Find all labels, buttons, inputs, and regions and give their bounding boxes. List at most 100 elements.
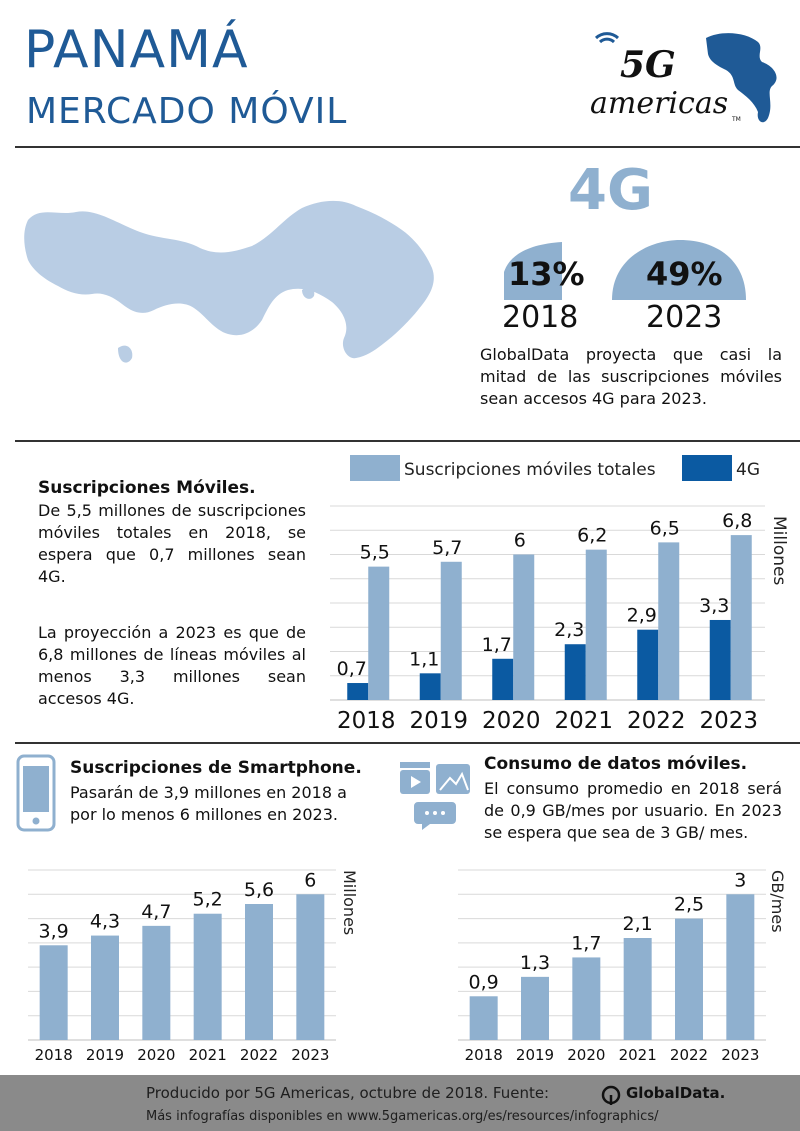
bar-total: [440, 561, 462, 700]
x-tick-label: 2020: [567, 1046, 605, 1064]
data-label: 4,3: [90, 911, 120, 933]
bar-4g: [709, 619, 731, 700]
x-tick-label: 2020: [137, 1046, 175, 1064]
data-label-total: 6,2: [577, 525, 607, 547]
subscriptions-paragraph-1: De 5,5 millones de suscripciones móviles…: [38, 501, 306, 586]
bar-total: [513, 554, 535, 700]
subscriptions-chart: Suscripciones móviles totales 4G Millones 0…: [330, 455, 789, 734]
bar: [296, 894, 325, 1040]
x-tick-label: 2020: [482, 708, 541, 734]
subscriptions-paragraph-2: La proyección a 2023 es que de 6,8 millo…: [38, 623, 306, 708]
data-label: 6: [304, 869, 316, 891]
data-label-4g: 2,3: [554, 619, 584, 641]
footer: Producido por 5G Americas, octubre de 20…: [0, 1075, 800, 1131]
data-label-total: 6: [514, 530, 526, 552]
bar: [469, 996, 498, 1040]
data-label: 5,6: [244, 879, 274, 901]
x-tick-label: 2019: [86, 1046, 124, 1064]
bar: [521, 976, 549, 1040]
x-tick-label: 2023: [699, 708, 758, 734]
bar: [675, 918, 703, 1040]
data-label: 1,7: [571, 932, 601, 954]
data-consumption-title: Consumo de datos móviles.: [484, 754, 748, 774]
4g-2023-year: 2023: [646, 300, 723, 335]
4g-description: GlobalData proyecta que casi la mitad de…: [480, 345, 782, 408]
panama-map-icon: [24, 200, 434, 363]
data-label: 0,9: [469, 971, 499, 993]
data-label: 2,5: [674, 894, 704, 916]
x-tick-label: 2018: [337, 708, 396, 734]
page-title: PANAMÁ: [24, 20, 249, 80]
data-label: 3,9: [39, 920, 69, 942]
media-icon: [400, 762, 470, 830]
smartphone-icon: [16, 754, 56, 832]
legend-label-4g: 4G: [736, 460, 760, 480]
data-label-4g: 2,9: [627, 605, 657, 627]
globaldata-logo-text: GlobalData.: [626, 1084, 726, 1102]
bar: [572, 957, 601, 1040]
data-consumption-description: El consumo promedio en 2018 será de 0,9 …: [484, 779, 782, 842]
x-tick-label: 2018: [35, 1046, 73, 1064]
x-tick-label: 2023: [721, 1046, 759, 1064]
data-label: 4,7: [141, 901, 171, 923]
legend-swatch-total: [350, 455, 400, 481]
data-label-4g: 1,7: [482, 634, 512, 656]
subscriptions-title: Suscripciones Móviles.: [38, 478, 256, 498]
bar-4g: [564, 644, 586, 700]
5g-americas-logo: 5G americas TM: [586, 26, 786, 130]
data-label-4g: 3,3: [699, 595, 729, 617]
footer-link[interactable]: Más infografías disponibles en www.5game…: [146, 1109, 659, 1124]
bar: [726, 894, 755, 1040]
data-consumption-chart: GB/mes 0,9 2018 1,3 2019 1,7 2020 2,1 2021 2,5 202…: [458, 869, 787, 1064]
smartphone-description: Pasarán de 3,9 millones en 2018 a por lo…: [70, 783, 347, 824]
y-axis-label: GB/mes: [768, 870, 787, 933]
x-tick-label: 2019: [516, 1046, 554, 1064]
4g-2018-year: 2018: [502, 300, 579, 335]
x-tick-label: 2018: [465, 1046, 503, 1064]
bar-4g: [492, 658, 514, 700]
divider: [15, 440, 800, 442]
logo-americas-text: americas: [590, 86, 729, 121]
x-tick-label: 2021: [189, 1046, 227, 1064]
globaldata-logo-icon: [601, 1085, 621, 1105]
logo-5g-text: 5G: [620, 44, 676, 86]
y-axis-label: Millones: [340, 870, 359, 935]
bar-total: [730, 535, 752, 700]
bar-total: [368, 566, 390, 700]
page-subtitle: MERCADO MÓVIL: [26, 91, 348, 132]
bar: [245, 904, 273, 1040]
divider: [15, 146, 800, 148]
x-tick-label: 2022: [627, 708, 686, 734]
x-tick-label: 2022: [670, 1046, 708, 1064]
4g-share-shapes: [504, 240, 746, 300]
x-tick-label: 2023: [291, 1046, 329, 1064]
americas-map-icon: [594, 32, 777, 123]
legend-swatch-4g: [682, 455, 732, 481]
bar: [142, 925, 171, 1040]
bar-total: [658, 542, 680, 700]
y-axis-label: Millones: [769, 516, 789, 585]
4g-2023-percent: 49%: [646, 255, 723, 293]
data-label-total: 5,7: [432, 537, 462, 559]
x-tick-label: 2019: [409, 708, 468, 734]
logo-tm: TM: [732, 116, 741, 123]
bar: [623, 938, 652, 1040]
legend-label-total: Suscripciones móviles totales: [404, 460, 656, 480]
bar: [193, 913, 222, 1040]
bar-4g: [419, 673, 441, 700]
4g-2023-share-shape: [612, 240, 746, 300]
bar: [91, 935, 119, 1040]
x-tick-label: 2021: [554, 708, 613, 734]
data-label-total: 5,5: [360, 542, 390, 564]
4g-2018-percent: 13%: [508, 255, 585, 293]
bar: [39, 945, 68, 1040]
4g-label: 4G: [568, 158, 653, 223]
footer-credit: Producido por 5G Americas, octubre de 20…: [146, 1084, 550, 1102]
bar-total: [585, 549, 607, 700]
data-label: 2,1: [623, 913, 653, 935]
data-label-total: 6,5: [650, 517, 680, 539]
x-tick-label: 2022: [240, 1046, 278, 1064]
divider: [15, 742, 800, 744]
bar-4g: [637, 629, 659, 700]
data-label: 3: [734, 869, 746, 891]
